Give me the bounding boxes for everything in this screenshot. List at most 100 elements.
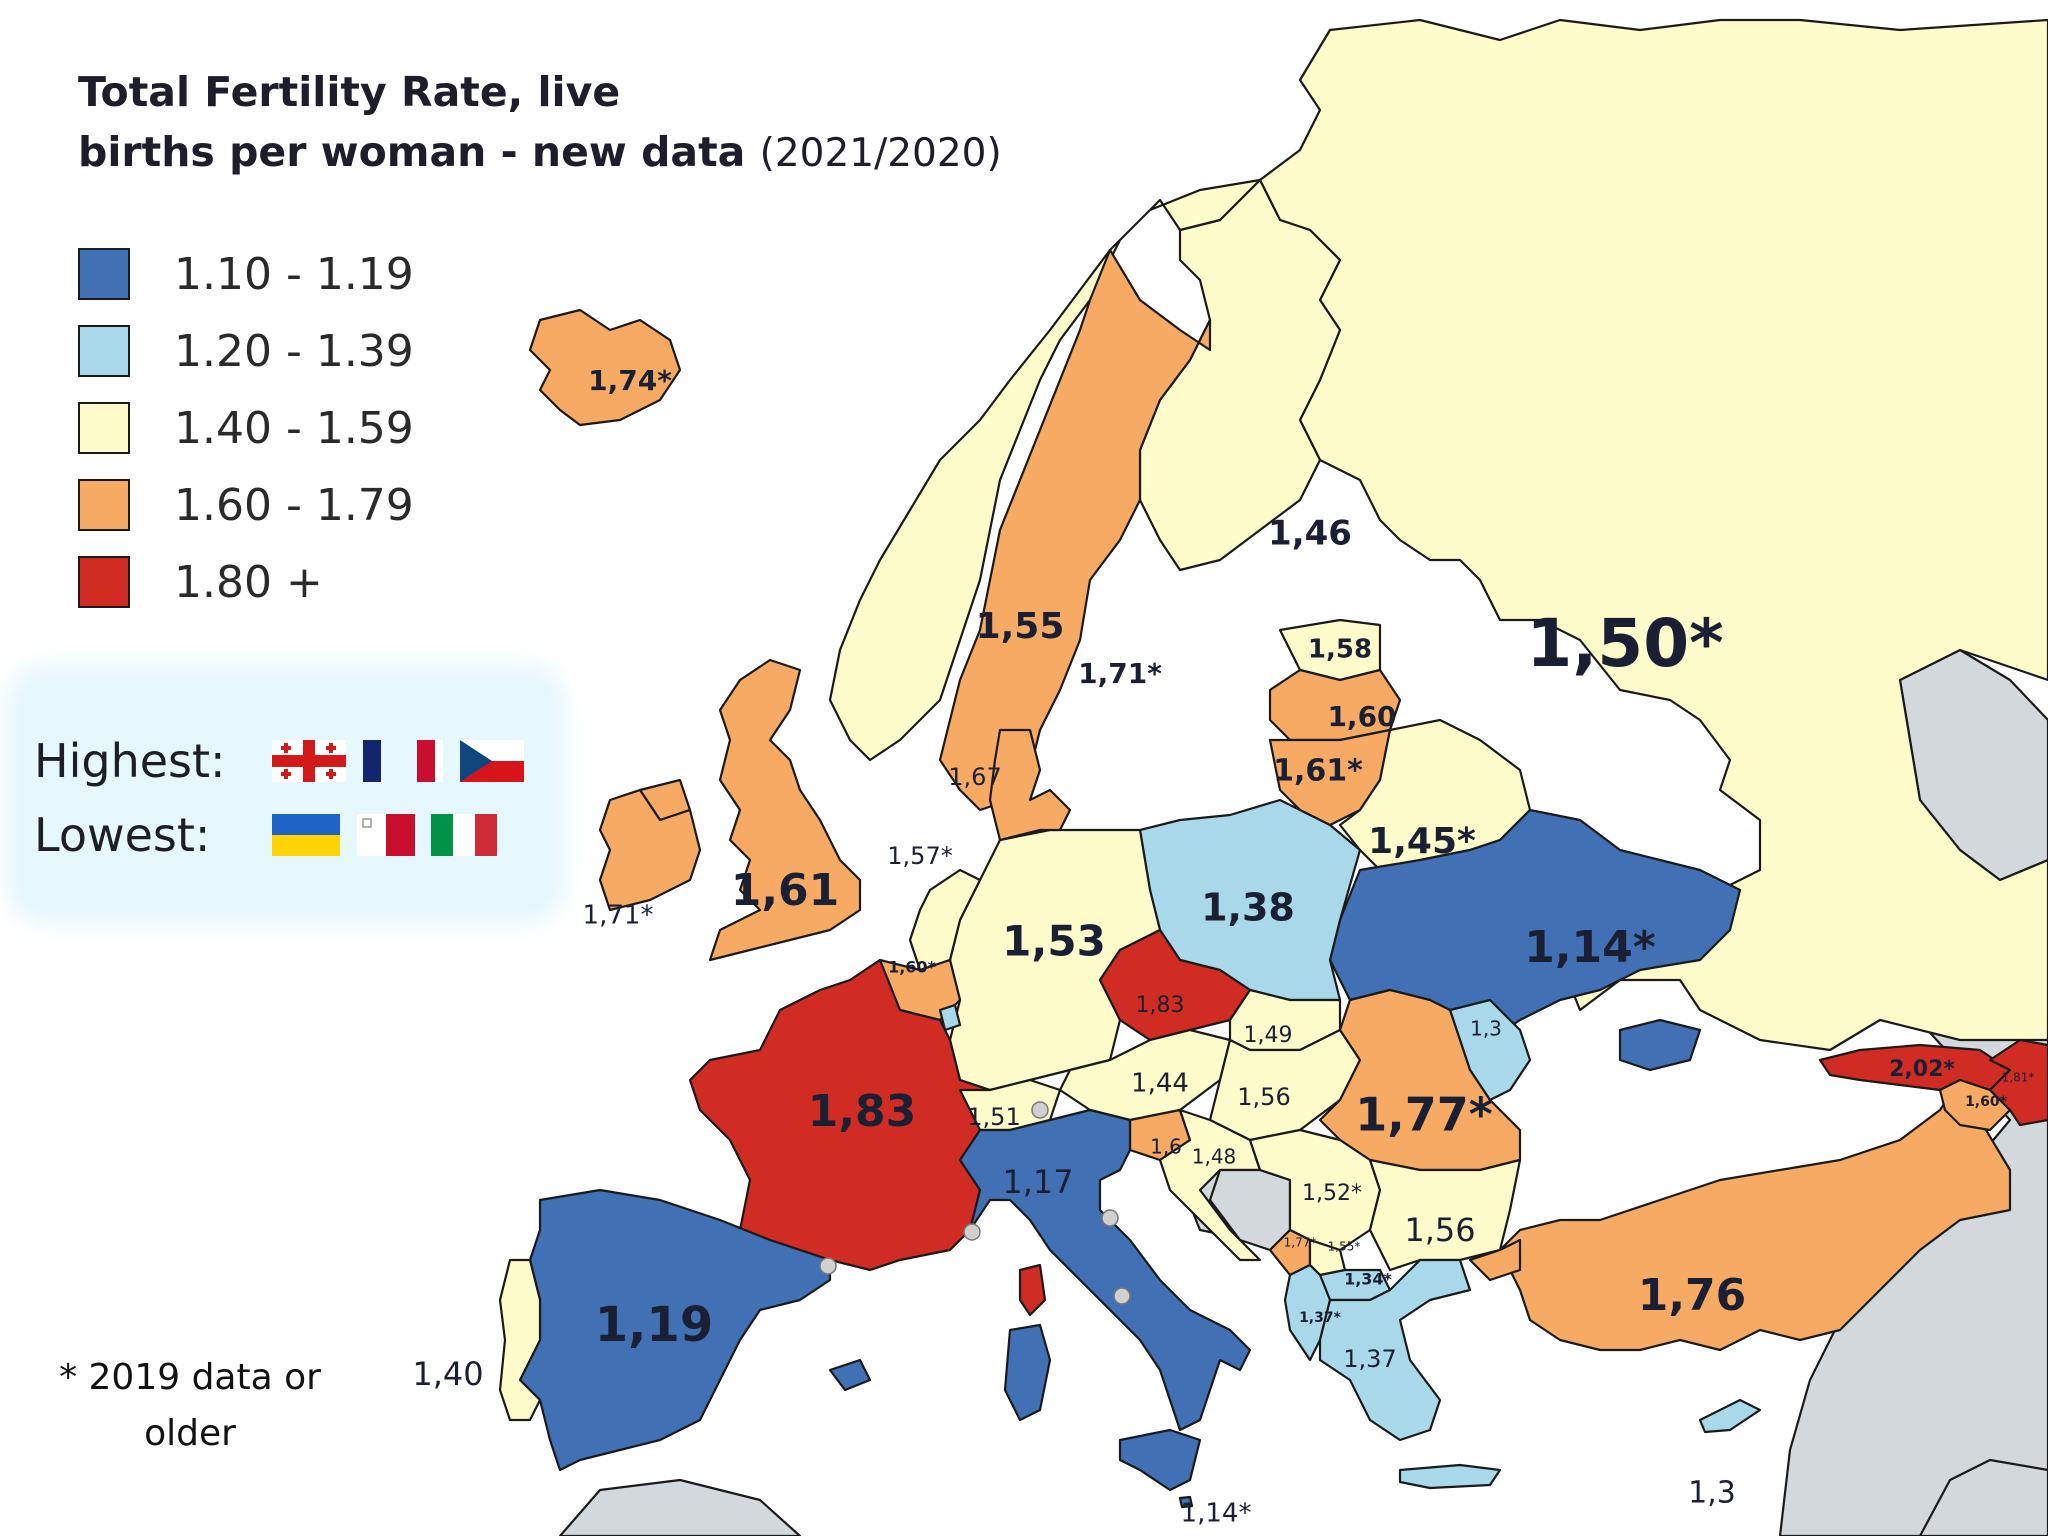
- country-italy[interactable]: [958, 1108, 1252, 1432]
- ukraine-flag: [272, 814, 340, 856]
- value-label-armenia: 1,60*: [1965, 1094, 2008, 1110]
- legend-label: 1.60 - 1.79: [174, 480, 414, 531]
- malta-flag: [356, 814, 415, 856]
- city-dot: [963, 1223, 981, 1241]
- country-cyprus[interactable]: [1698, 1398, 1762, 1434]
- country-serbia[interactable]: [1248, 1128, 1382, 1252]
- value-label-czechia: 1,83: [1136, 993, 1185, 1018]
- country-denmark[interactable]: [988, 728, 1072, 842]
- country-ukraine-crimea[interactable]: [1618, 1018, 1702, 1072]
- title-years: (2021/2020): [759, 131, 1002, 176]
- legend-label: 1.10 - 1.19: [174, 249, 414, 300]
- value-label-hungary: 1,56: [1237, 1083, 1290, 1111]
- country-uk[interactable]: [708, 658, 862, 962]
- map-title: Total Fertility Rate, live births per wo…: [78, 62, 1002, 184]
- value-label-moldova: 1,3: [1470, 1017, 1502, 1041]
- italy-flag: [431, 814, 498, 856]
- legend-label: 1.40 - 1.59: [174, 403, 414, 454]
- country-norway[interactable]: [828, 178, 1262, 762]
- value-label-azerbaijan: 1,81*: [2002, 1071, 2035, 1085]
- legend-label: 1.20 - 1.39: [174, 326, 414, 377]
- value-label-portugal: 1,40: [412, 1355, 483, 1393]
- country-luxembourg[interactable]: [938, 1003, 962, 1032]
- legend-swatch: [78, 556, 130, 608]
- value-label-norway: 1,55: [976, 606, 1065, 647]
- value-label-switzerland: 1,51: [967, 1103, 1020, 1131]
- value-label-romania: 1,77*: [1355, 1088, 1493, 1142]
- city-dot: [1101, 1209, 1119, 1227]
- value-label-north-macedonia: 1,34*: [1344, 1270, 1392, 1289]
- footnote-line-2: older: [144, 1413, 236, 1454]
- value-label-belarus: 1,45*: [1368, 821, 1476, 862]
- value-label-estonia: 1,58: [1308, 635, 1372, 665]
- value-label-turkey: 1,76: [1638, 1270, 1747, 1321]
- value-label-france: 1,83: [808, 1086, 917, 1137]
- country-france-corsica[interactable]: [1018, 1263, 1047, 1317]
- country-greece-crete[interactable]: [1398, 1463, 1502, 1490]
- country-ireland[interactable]: [598, 788, 702, 912]
- value-label-croatia: 1,48: [1192, 1145, 1237, 1169]
- value-label-belgium: 1,60*: [888, 958, 936, 977]
- value-labels: 1,74* 1,55 1,71* 1,46 1,50* 1,58 1,60 1,61*1,45…: [412, 364, 2034, 1529]
- country-turkey-thrace[interactable]: [1468, 1238, 1522, 1282]
- value-label-georgia: 2,02*: [1889, 1057, 1955, 1082]
- lowest-flags: [272, 814, 499, 856]
- value-label-albania: 1,37*: [1299, 1310, 1342, 1326]
- value-label-denmark: 1,67: [948, 763, 1001, 791]
- legend-swatch: [78, 325, 130, 377]
- value-label-germany: 1,53: [1002, 917, 1106, 966]
- highest-label: Highest:: [34, 734, 226, 788]
- value-label-montenegro: 1,77*: [1284, 1236, 1317, 1250]
- value-label-uk: 1,61: [731, 865, 840, 916]
- value-label-lithuania: 1,61*: [1273, 754, 1363, 789]
- france-flag: [362, 740, 381, 782]
- country-italy-sicily[interactable]: [1118, 1428, 1202, 1492]
- value-label-slovakia: 1,49: [1244, 1023, 1293, 1048]
- city-dot: [1113, 1287, 1131, 1305]
- country-iceland[interactable]: [528, 308, 682, 427]
- city-dot: [819, 1257, 837, 1275]
- value-label-slovenia: 1,6: [1150, 1135, 1182, 1159]
- city-dot: [1031, 1101, 1049, 1119]
- value-label-ukraine: 1,14*: [1524, 922, 1656, 973]
- value-label-poland: 1,38: [1201, 886, 1295, 930]
- title-line-2-text: births per woman - new data: [78, 128, 746, 176]
- country-spain-balearics[interactable]: [828, 1358, 872, 1392]
- value-label-kosovo: 1,55*: [1328, 1240, 1361, 1254]
- country-turkey[interactable]: [1498, 1078, 2012, 1352]
- title-line-1: Total Fertility Rate, live: [78, 68, 621, 116]
- footnote-line-1: * 2019 data or: [59, 1357, 321, 1398]
- country-latvia[interactable]: [1268, 668, 1402, 742]
- value-label-latvia: 1,60: [1327, 700, 1396, 733]
- title-line-2: births per woman - new data (2021/2020): [78, 122, 1002, 184]
- value-label-greece: 1,37: [1343, 1345, 1396, 1373]
- highest-row: Highest:: [34, 734, 524, 788]
- value-label-spain: 1,19: [595, 1297, 713, 1353]
- country-azerbaijan[interactable]: [1988, 1038, 2048, 1127]
- legend-swatch: [78, 479, 130, 531]
- value-label-ireland: 1,71*: [583, 901, 654, 931]
- value-label-austria: 1,44: [1131, 1069, 1189, 1099]
- georgia-flag: [272, 740, 346, 782]
- value-label-serbia: 1,52*: [1302, 1181, 1362, 1206]
- value-label-cyprus: 1,3: [1688, 1476, 1736, 1511]
- france-flag-red: [417, 740, 444, 782]
- country-malta[interactable]: [1178, 1495, 1194, 1509]
- lowest-label: Lowest:: [34, 808, 211, 862]
- value-label-italy: 1,17: [1002, 1163, 1073, 1201]
- footnote: * 2019 data or older: [40, 1350, 340, 1462]
- value-label-sweden: 1,71*: [1078, 657, 1162, 690]
- value-label-russia: 1,50*: [1526, 605, 1723, 682]
- legend-swatch: [78, 248, 130, 300]
- country-greece[interactable]: [1318, 1258, 1472, 1442]
- value-label-malta: 1,14*: [1181, 1499, 1252, 1529]
- country-portugal[interactable]: [498, 1258, 542, 1422]
- lowest-row: Lowest:: [34, 808, 498, 862]
- legend-swatch: [78, 402, 130, 454]
- highest-flags: [272, 740, 526, 782]
- value-label-bulgaria: 1,56: [1404, 1211, 1475, 1249]
- value-label-finland: 1,46: [1268, 514, 1352, 554]
- country-italy-sardinia[interactable]: [1003, 1323, 1052, 1422]
- legend-label: 1.80 +: [174, 557, 323, 608]
